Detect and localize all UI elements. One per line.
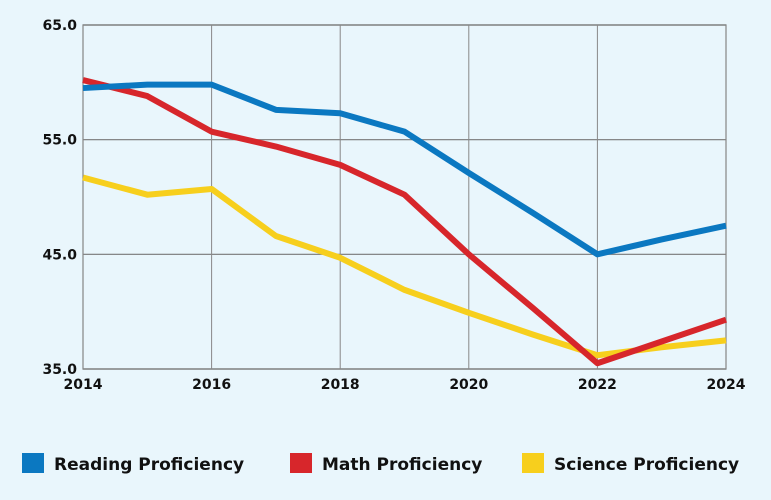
x-tick-label: 2018 <box>321 377 360 393</box>
x-tick-label: 2020 <box>449 377 488 393</box>
y-tick-label: 65.0 <box>42 18 77 34</box>
legend-label: Math Proficiency <box>322 455 482 475</box>
legend-item: Science Proficiency <box>522 453 739 475</box>
legend-label: Reading Proficiency <box>54 455 244 475</box>
legend-item: Reading Proficiency <box>22 453 244 475</box>
y-tick-label: 45.0 <box>42 247 77 263</box>
x-axis: 2014 2016 2018 2020 2022 2024 <box>64 377 746 393</box>
series-line-math-proficiency <box>82 77 727 367</box>
series-lines <box>82 77 727 367</box>
series-line-science-proficiency <box>82 174 727 359</box>
x-tick-label: 2014 <box>64 377 103 393</box>
x-tick-label: 2016 <box>192 377 231 393</box>
legend-swatch <box>22 453 44 473</box>
legend-swatch <box>290 453 312 473</box>
legend: Reading Proficiency Math Proficiency Scien… <box>22 453 739 475</box>
y-tick-label: 35.0 <box>42 362 77 378</box>
x-tick-label: 2022 <box>578 377 617 393</box>
series-line-reading-proficiency <box>82 81 727 258</box>
legend-label: Science Proficiency <box>554 455 739 475</box>
y-axis: 35.0 45.0 55.0 65.0 <box>42 18 77 378</box>
y-tick-label: 55.0 <box>42 133 77 149</box>
x-tick-label: 2024 <box>707 377 746 393</box>
legend-item: Math Proficiency <box>290 453 482 475</box>
legend-swatch <box>522 453 544 473</box>
